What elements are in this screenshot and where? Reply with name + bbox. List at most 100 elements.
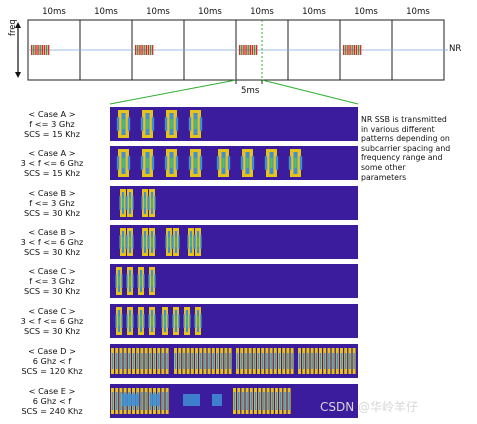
ssb-block-narrow-core xyxy=(225,353,227,369)
frame-duration-label: 10ms xyxy=(302,7,326,17)
ssb-block-narrow-core xyxy=(319,353,322,369)
ssb-block-core xyxy=(170,157,173,169)
ssb-block-side-right xyxy=(227,156,231,170)
ssb-block-narrow-core xyxy=(216,353,219,369)
ssb-block-core xyxy=(170,118,173,130)
ssb-block-narrow-core xyxy=(166,392,168,410)
ssb-block-core xyxy=(151,275,153,287)
case-label-line: f <= 3 Ghz xyxy=(29,198,75,208)
ssb-block-side-right xyxy=(147,235,149,249)
ssb-block-narrow-core xyxy=(116,392,118,410)
frame-ssb-burst xyxy=(43,45,46,55)
frame-ssb-burst xyxy=(33,45,35,55)
ssb-block-narrow-core xyxy=(271,392,273,410)
ssb-block-core xyxy=(151,197,153,209)
ssb-block-side-right xyxy=(175,117,179,131)
ssb-block-narrow-core xyxy=(328,353,330,369)
frame-ssb-burst xyxy=(37,45,39,55)
ssb-block-narrow-core xyxy=(303,353,305,369)
ssb-block-narrow-core xyxy=(275,392,278,410)
ssb-block-narrow-core xyxy=(229,353,231,369)
ssb-band xyxy=(110,264,358,298)
ssb-block-side-left xyxy=(164,117,168,131)
ssb-block-side-right xyxy=(121,274,123,288)
case-label-line: 3 < f <= 6 Ghz xyxy=(20,237,84,247)
ssb-block-side-right xyxy=(121,314,123,328)
frame-ssb-burst xyxy=(243,45,245,55)
ssb-block-side-left xyxy=(216,156,220,170)
ssb-block-narrow-core xyxy=(266,353,268,369)
frame-ssb-burst xyxy=(151,45,154,55)
case-label-line: SCS = 30 Khz xyxy=(23,286,81,296)
ssb-block-narrow-core xyxy=(200,353,202,369)
case-b-low-label: < Case B > f <= 3 Ghz SCS = 30 Khz xyxy=(0,188,104,218)
ssb-block-narrow-core xyxy=(262,353,264,369)
ssb-block-side-right xyxy=(125,196,127,210)
frame-ssb-burst xyxy=(247,45,249,55)
ssb-block-overlay xyxy=(183,394,200,406)
ssb-block-side-right xyxy=(127,156,131,170)
frame-duration-label: 10ms xyxy=(354,7,378,17)
ssb-block-side-right xyxy=(189,314,191,328)
ssb-block-side-left xyxy=(126,196,128,210)
case-label-line: f <= 3 Ghz xyxy=(29,119,75,129)
ssb-block-side-left xyxy=(119,235,121,249)
ssb-block-narrow-core xyxy=(242,392,244,410)
ssb-block-narrow-core xyxy=(212,353,214,369)
frame-ssb-burst xyxy=(145,45,147,55)
ssb-block-narrow-core xyxy=(298,353,301,369)
ssb-block-core xyxy=(246,157,249,169)
ssb-block-narrow-core xyxy=(288,392,290,410)
ssb-block-narrow-core xyxy=(153,353,156,369)
ssb-block-narrow-core xyxy=(204,353,206,369)
ssb-block-side-right xyxy=(125,235,127,249)
ssb-block-core xyxy=(118,275,120,287)
ssb-block-side-left xyxy=(148,196,150,210)
ssb-block-side-right xyxy=(127,117,131,131)
ssb-block-narrow-core xyxy=(111,392,114,410)
zoom-duration-label: 5ms xyxy=(241,86,260,96)
frame-ssb-burst xyxy=(353,45,355,55)
case-label-line: SCS = 30 Khz xyxy=(23,326,81,336)
ssb-block-side-left xyxy=(187,235,189,249)
ssb-block-side-right xyxy=(200,235,202,249)
ssb-block-side-left xyxy=(172,235,174,249)
frame-duration-label: 10ms xyxy=(94,7,118,17)
case-label-line: < Case D > xyxy=(28,346,76,356)
ssb-block-side-left xyxy=(188,117,192,131)
ssb-block-side-right xyxy=(199,117,203,131)
ssb-block-narrow-core xyxy=(250,392,252,410)
ssb-block-narrow-core xyxy=(267,392,269,410)
ssb-block-core xyxy=(168,236,170,248)
ssb-block-side-left xyxy=(165,235,167,249)
frame-ssb-burst xyxy=(137,45,139,55)
ssb-block-narrow-core xyxy=(263,392,265,410)
ssb-block-narrow-core xyxy=(158,353,160,369)
case-c-low-label: < Case C > f <= 3 Ghz SCS = 30 Khz xyxy=(0,266,104,296)
ssb-block-narrow-core xyxy=(141,392,143,410)
ssb-block-narrow-core xyxy=(137,353,139,369)
ssb-block-core xyxy=(194,118,197,130)
ssb-block-side-left xyxy=(194,314,196,328)
ssb-block-side-right xyxy=(154,314,156,328)
ssb-block-side-left xyxy=(126,274,128,288)
ssb-block-core xyxy=(190,236,192,248)
ssb-block-side-right xyxy=(299,156,303,170)
ssb-block-narrow-core xyxy=(174,353,177,369)
case-label-line: 6 Ghz < f xyxy=(32,396,72,406)
case-label-line: SCS = 15 Khz xyxy=(23,129,81,139)
ssb-block-side-left xyxy=(137,274,139,288)
frame-ssb-burst xyxy=(41,45,43,55)
ssb-block-narrow-core xyxy=(253,353,255,369)
ssb-description-note: NR SSB is transmitted in various differe… xyxy=(361,115,471,182)
ssb-block-core xyxy=(122,236,124,248)
ssb-block-side-left xyxy=(116,156,120,170)
ssb-block-narrow-core xyxy=(340,353,343,369)
ssb-block-side-right xyxy=(132,235,134,249)
ssb-block-overlay xyxy=(212,394,222,406)
case-d-label: < Case D >6 Ghz < f SCS = 120 Khz xyxy=(0,346,104,376)
ssb-block-side-right xyxy=(143,314,145,328)
ssb-block-side-right xyxy=(251,156,255,170)
